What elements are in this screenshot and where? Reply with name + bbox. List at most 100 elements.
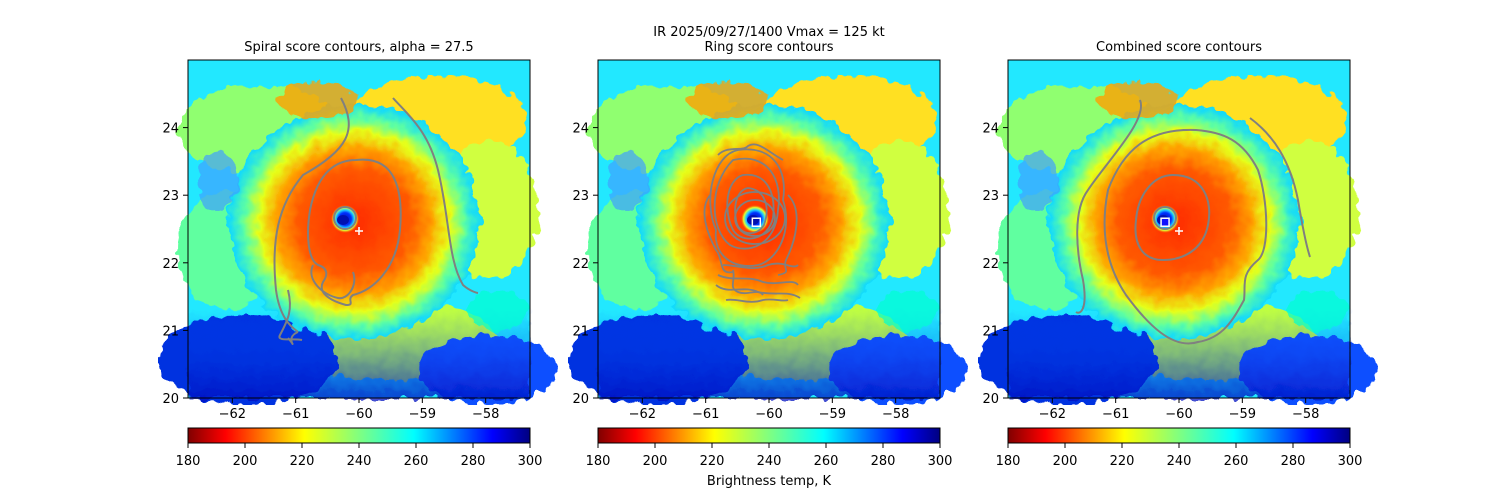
x-tick-label: −62 (219, 407, 246, 422)
colorbar-tick-label: 240 (757, 454, 782, 469)
y-tick-label: 22 (162, 257, 179, 272)
colorbar-tick-label: 220 (1110, 454, 1135, 469)
markers (355, 227, 363, 236)
panel-spiral: Spiral score contours, alpha = 27.5 −62−… (158, 40, 558, 422)
colorbar-tick-label: 220 (700, 454, 725, 469)
colorbar-tick-label: 180 (176, 454, 201, 469)
x-tick-label: −61 (692, 407, 719, 422)
colorbar-tick-label: 220 (290, 454, 315, 469)
suptitle: IR 2025/09/27/1400 Vmax = 125 kt (653, 25, 884, 40)
x-tick-label: −58 (472, 407, 499, 422)
contour-line (722, 262, 799, 269)
contour-line (777, 194, 798, 276)
x-tick-label: −61 (282, 407, 309, 422)
contour-line (392, 97, 479, 294)
y-tick-label: 20 (162, 392, 179, 407)
colorbar-gradient (1007, 427, 1351, 444)
contour-line (310, 264, 356, 300)
score-contours (273, 97, 479, 345)
colorbar-ticks: 180 200 220 240 260 280 300 (996, 443, 1363, 469)
x-tick-label: −59 (1229, 407, 1256, 422)
panel-ring: Ring score contours −62 −61 −60 −59 −58 20 21… (568, 40, 968, 422)
y-tick-label: 21 (162, 324, 179, 339)
colorbar-tick-label: 300 (518, 454, 543, 469)
contour-line (734, 187, 768, 234)
markers (1160, 217, 1183, 236)
colorbar-tick-label: 300 (1338, 454, 1363, 469)
square-marker (1160, 217, 1170, 227)
y-tick-label: 24 (982, 122, 999, 137)
colorbar-tick-label: 280 (461, 454, 486, 469)
contour-line (703, 194, 734, 274)
contour-line (1103, 128, 1268, 345)
colorbar-tick-label: 240 (1167, 454, 1192, 469)
colorbar-tick-label: 260 (1224, 454, 1249, 469)
ir-image (978, 60, 1378, 405)
y-axis: 20 21 22 23 24 (162, 122, 188, 407)
y-tick-label: 21 (572, 324, 589, 339)
contour-line (726, 174, 775, 240)
colorbar-tick-label: 200 (1053, 454, 1078, 469)
y-tick-label: 22 (982, 257, 999, 272)
x-tick-label: −61 (1102, 407, 1129, 422)
x-axis: −62 −61 −60 −59 −58 (219, 398, 499, 422)
y-tick-label: 20 (572, 392, 589, 407)
plus-marker (355, 227, 363, 236)
contour-line (287, 331, 299, 345)
colorbar-tick-label: 200 (643, 454, 668, 469)
contour-line (717, 143, 784, 161)
contour-line (333, 206, 357, 230)
colorbar-tick-label: 180 (586, 454, 611, 469)
panel-title: Ring score contours (704, 40, 833, 55)
contour-line (1249, 117, 1311, 258)
x-axis: −62 −61 −60 −59 −58 (629, 398, 909, 422)
contour-line (1134, 173, 1211, 262)
colorbar-3: 180 200 220 240 260 280 300 (996, 427, 1363, 469)
markers (751, 217, 762, 227)
x-tick-label: −59 (409, 407, 436, 422)
colorbar-gradient (597, 427, 941, 444)
colorbar-1: 180 200 220 240 260 280 300 (176, 427, 543, 469)
colorbar-tick-label: 180 (996, 454, 1021, 469)
plus-marker (1175, 227, 1183, 236)
y-tick-label: 24 (162, 122, 179, 137)
panel-title: Spiral score contours, alpha = 27.5 (244, 40, 473, 55)
contour-line (734, 199, 776, 237)
colorbar-tick-label: 260 (814, 454, 839, 469)
contour-line (278, 289, 303, 341)
colorbar-tick-label: 260 (404, 454, 429, 469)
x-tick-label: −62 (629, 407, 656, 422)
colorbar-ticks: 180 200 220 240 260 280 300 (586, 443, 953, 469)
panel-combined: Combined score contours −62 −61 −60 −59 −58 … (978, 40, 1378, 422)
square-marker (751, 217, 762, 227)
colorbar-gradient (187, 427, 531, 444)
x-tick-label: −60 (1165, 407, 1192, 422)
colorbar-tick-label: 240 (347, 454, 372, 469)
x-tick-label: −58 (882, 407, 909, 422)
y-tick-label: 21 (982, 324, 999, 339)
x-tick-label: −60 (345, 407, 372, 422)
y-tick-label: 23 (572, 189, 589, 204)
y-axis: 20 21 22 23 24 (572, 122, 598, 407)
contour-line (724, 191, 786, 245)
colorbar-2: 180 200 220 240 260 280 300 (586, 427, 953, 469)
colorbar-tick-label: 300 (928, 454, 953, 469)
colorbar-label: Brightness temp, K (707, 474, 832, 489)
colorbar-ticks: 180 200 220 240 260 280 300 (176, 443, 543, 469)
contour-line (709, 148, 788, 267)
x-tick-label: −59 (819, 407, 846, 422)
eye-core (337, 215, 349, 225)
y-tick-label: 24 (572, 122, 589, 137)
contour-line (731, 269, 764, 296)
score-contours (703, 143, 801, 303)
contour-line (307, 158, 402, 307)
panel-title: Combined score contours (1096, 40, 1262, 55)
x-tick-label: −62 (1039, 407, 1066, 422)
y-tick-label: 22 (572, 257, 589, 272)
score-contours (1075, 99, 1311, 345)
contour-line (273, 97, 350, 333)
x-tick-label: −60 (755, 407, 782, 422)
y-tick-label: 20 (982, 392, 999, 407)
y-tick-label: 23 (162, 189, 179, 204)
